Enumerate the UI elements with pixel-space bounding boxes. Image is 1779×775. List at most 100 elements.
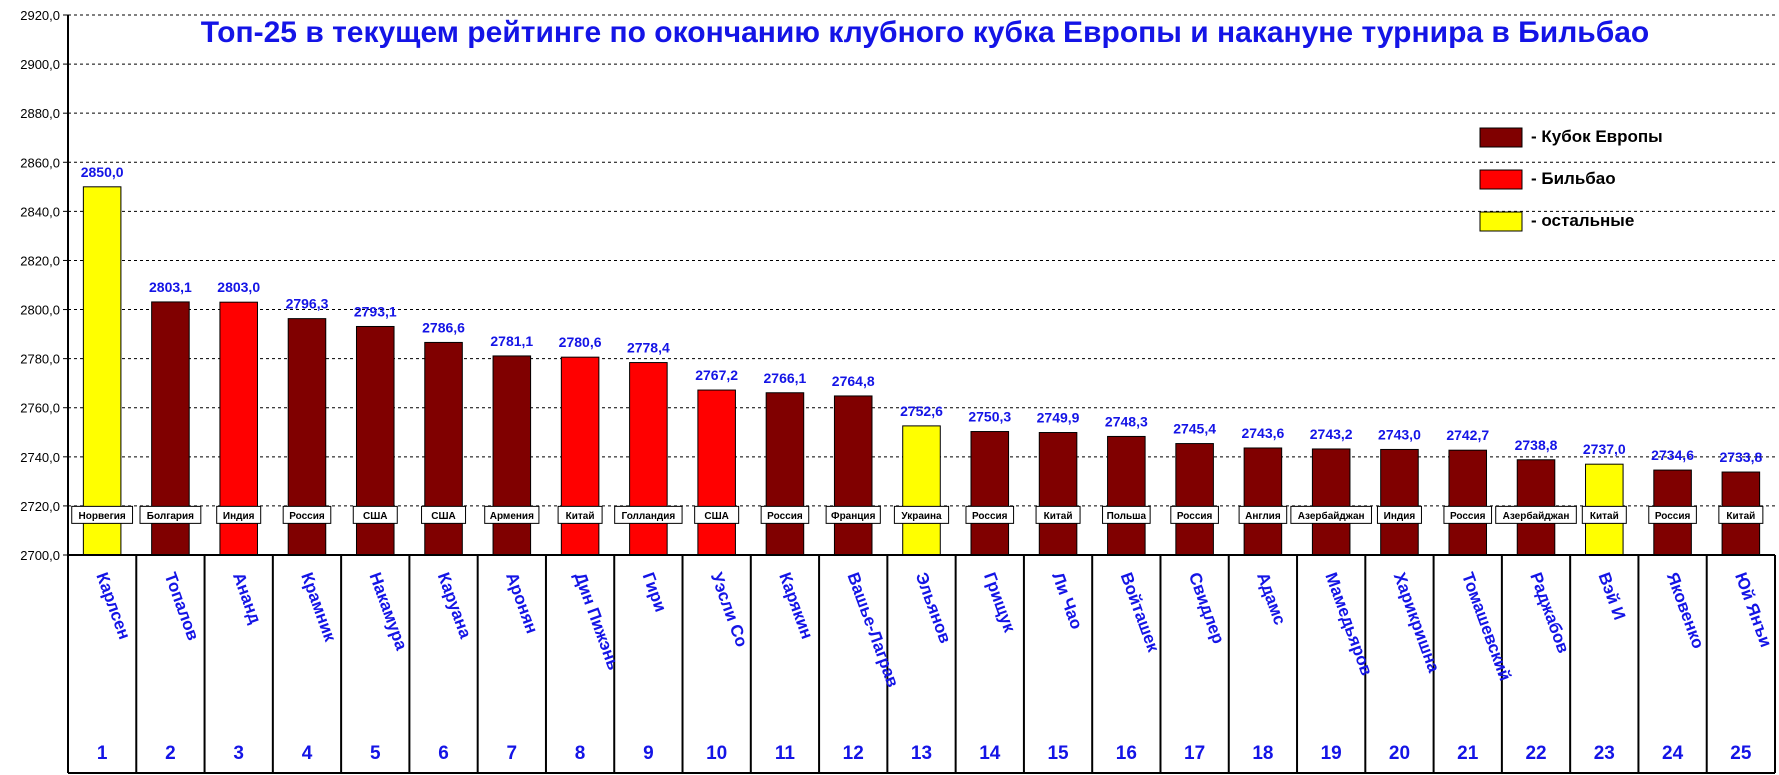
- data-label: 2743,6: [1241, 425, 1284, 441]
- bar: [1311, 448, 1351, 556]
- data-label: 2764,8: [832, 373, 875, 389]
- rank-label: 25: [1730, 743, 1752, 764]
- player-name: Томашевский: [1458, 570, 1515, 683]
- player-name: Раджабов: [1526, 570, 1573, 656]
- data-label: 2766,1: [764, 370, 807, 386]
- country-label: Армения: [490, 511, 534, 522]
- country-tag: [1170, 505, 1219, 524]
- country-tag: [484, 505, 540, 524]
- player-table: Карлсен 1 Топалов 2 Ананд 3 Крамник 4 Накамура 5 К…: [67, 555, 1776, 774]
- legend: - Кубок Европы - Бильбао - остальные: [1479, 127, 1663, 232]
- country-label: Россия: [1450, 511, 1486, 522]
- rank-label: 17: [1184, 743, 1205, 764]
- rank-label: 16: [1116, 743, 1137, 764]
- y-tick-label: 2740,0: [20, 450, 60, 465]
- country-tag: [557, 505, 603, 524]
- player-name: Каруана: [434, 570, 476, 641]
- player-name: Топалов: [161, 570, 203, 643]
- player-name: Дин Пижэнь: [570, 570, 623, 673]
- y-axis-ticks: 2700,0 2720,0 2740,0 2760,0 2780,0 2800,0 2820…: [20, 8, 68, 563]
- player-name: Войташек: [1117, 570, 1163, 655]
- rank-label: 8: [575, 743, 586, 764]
- rank-label: 15: [1047, 743, 1069, 764]
- data-label: 2767,2: [695, 367, 738, 383]
- y-tick-label: 2860,0: [20, 155, 60, 170]
- country-tag: [1102, 505, 1151, 524]
- bar: [82, 186, 122, 556]
- rank-label: 18: [1252, 743, 1273, 764]
- rank-label: 21: [1457, 743, 1479, 764]
- player-name: Мамедьяров: [1321, 570, 1376, 678]
- country-tag: [1581, 505, 1627, 524]
- bar: [1107, 435, 1146, 556]
- rank-label: 13: [911, 743, 932, 764]
- bar: [1380, 448, 1419, 556]
- legend-swatch: [1479, 211, 1523, 232]
- country-label: Россия: [767, 511, 803, 522]
- y-tick-label: 2900,0: [20, 57, 60, 72]
- gridlines: [68, 14, 1775, 507]
- rank-label: 14: [979, 743, 1001, 764]
- country-label: Азербайджан: [1503, 510, 1570, 522]
- rank-label: 9: [643, 743, 654, 764]
- country-tag: [1648, 505, 1697, 524]
- country-label: США: [704, 511, 729, 522]
- data-label: 2803,1: [149, 279, 192, 295]
- data-label: 2742,7: [1446, 427, 1489, 443]
- bar: [902, 425, 941, 556]
- rank-label: 2: [165, 743, 176, 764]
- country-label: Азербайджан: [1298, 510, 1365, 522]
- legend-swatch: [1479, 169, 1523, 190]
- country-label: Россия: [1655, 511, 1691, 522]
- data-label: 2780,6: [559, 334, 602, 350]
- country-tag: [1035, 505, 1081, 524]
- player-name: Накамура: [366, 570, 412, 653]
- country-label: Франция: [831, 511, 876, 522]
- y-tick-label: 2820,0: [20, 253, 60, 268]
- country-tag: [282, 505, 332, 524]
- rank-label: 6: [438, 743, 449, 764]
- rank-label: 23: [1594, 743, 1615, 764]
- rank-label: 24: [1662, 743, 1684, 764]
- country-tag: [139, 505, 202, 524]
- player-name: Вашье-Лаграв: [843, 570, 902, 690]
- y-tick-label: 2920,0: [20, 8, 60, 23]
- player-name: Крамник: [297, 570, 340, 645]
- data-label: 2781,1: [490, 333, 533, 349]
- bar: [970, 431, 1010, 556]
- bar: [1175, 443, 1214, 556]
- data-label: 2743,0: [1378, 426, 1421, 442]
- country-label: Китай: [1726, 511, 1755, 522]
- rank-label: 4: [302, 743, 313, 764]
- country-tag: [1718, 505, 1764, 524]
- country-label: Россия: [1177, 511, 1213, 522]
- country-label: Россия: [972, 511, 1008, 522]
- player-name: Эльянов: [912, 570, 955, 646]
- player-name: Грищук: [980, 570, 1019, 635]
- data-label: 2793,1: [354, 303, 397, 319]
- country-tag: [216, 505, 262, 524]
- y-tick-label: 2880,0: [20, 106, 60, 121]
- country-tag: [825, 505, 881, 524]
- country-label: США: [431, 511, 456, 522]
- player-name: Харикришна: [1390, 570, 1444, 676]
- chart-title: Топ-25 в текущем рейтинге по окончанию к…: [201, 16, 1649, 49]
- player-name: Вэй И: [1595, 570, 1630, 623]
- rank-label: 7: [507, 743, 518, 764]
- player-name: Юй Янъи: [1731, 570, 1776, 650]
- country-tag: [421, 505, 467, 524]
- player-name: Ананд: [229, 570, 265, 627]
- data-label: 2850,0: [81, 164, 124, 180]
- country-label: Россия: [289, 511, 325, 522]
- y-tick-label: 2800,0: [20, 303, 60, 318]
- country-label: Болгария: [147, 511, 194, 522]
- data-label: 2734,6: [1651, 447, 1694, 463]
- country-label: Норвегия: [79, 511, 126, 522]
- bar: [1448, 449, 1488, 556]
- bars: 2850,0 Норвегия 2803,1 Болгария 2803,0 Индия 2…: [71, 164, 1764, 556]
- rank-label: 11: [775, 743, 796, 764]
- player-name: Карякин: [775, 570, 817, 642]
- bar: [629, 362, 668, 556]
- player-name: Адамс: [1253, 570, 1289, 628]
